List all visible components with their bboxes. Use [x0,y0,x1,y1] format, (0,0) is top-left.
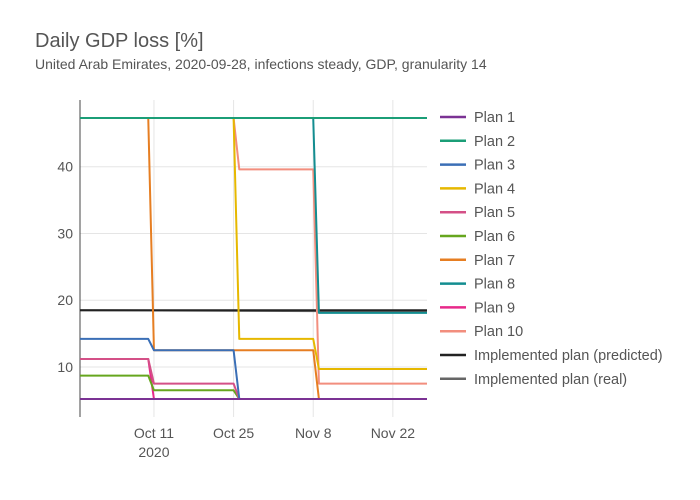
legend-item[interactable]: Plan 2 [440,134,515,150]
series-line-7 [80,117,427,400]
legend-label: Plan 7 [474,253,515,269]
series-layer [79,117,428,400]
legend-label: Plan 5 [474,205,515,221]
x-tick-label: Oct 25 [213,425,254,441]
legend-label: Implemented plan (real) [474,372,627,388]
series-line-6 [80,374,427,400]
x-tick-label: Nov 8 [295,425,332,441]
series-line-5 [80,357,427,400]
x-tick-label: Nov 22 [371,425,416,441]
legend-item[interactable]: Implemented plan (real) [440,372,627,388]
legend-item[interactable]: Implemented plan (predicted) [440,348,663,364]
legend-label: Plan 1 [474,110,515,126]
legend-label: Plan 4 [474,181,515,197]
series-line-9 [80,357,427,400]
series-line-4 [80,117,427,370]
x-tick-label: Oct 11 [134,425,174,441]
y-tick-label: 20 [57,292,73,308]
series-line-10 [80,117,427,385]
legend-item[interactable]: Plan 3 [440,158,515,174]
legend-item[interactable]: Plan 4 [440,181,515,197]
y-tick-label: 30 [57,225,73,241]
legend-label: Plan 8 [474,277,515,293]
legend-label: Plan 3 [474,158,515,174]
x-tick-sublabel: 2020 [138,444,169,460]
legend-label: Plan 2 [474,134,515,150]
chart-title: Daily GDP loss [%] [35,30,204,52]
legend[interactable]: Plan 1 Plan 2 Plan 3 Plan 4 Plan 5 Plan 6 Plan… [440,110,663,388]
y-tick-label: 10 [57,359,73,375]
legend-item[interactable]: Plan 10 [440,324,523,340]
legend-label: Plan 10 [474,324,523,340]
chart-subtitle: United Arab Emirates, 2020-09-28, infect… [35,56,487,72]
legend-label: Implemented plan (predicted) [474,348,663,364]
legend-item[interactable]: Plan 6 [440,229,515,245]
legend-item[interactable]: Plan 8 [440,277,515,293]
legend-item[interactable]: Plan 9 [440,300,515,316]
series-line-8 [80,117,427,314]
legend-label: Plan 6 [474,229,515,245]
y-tick-label: 40 [57,159,73,175]
axis-layer: 10 20 30 40 Oct 11 2020 Oct 25 Nov 8 Nov 22 [57,100,415,460]
legend-item[interactable]: Plan 1 [440,110,515,126]
legend-label: Plan 9 [474,300,515,316]
legend-item[interactable]: Plan 5 [440,205,515,221]
legend-item[interactable]: Plan 7 [440,253,515,269]
